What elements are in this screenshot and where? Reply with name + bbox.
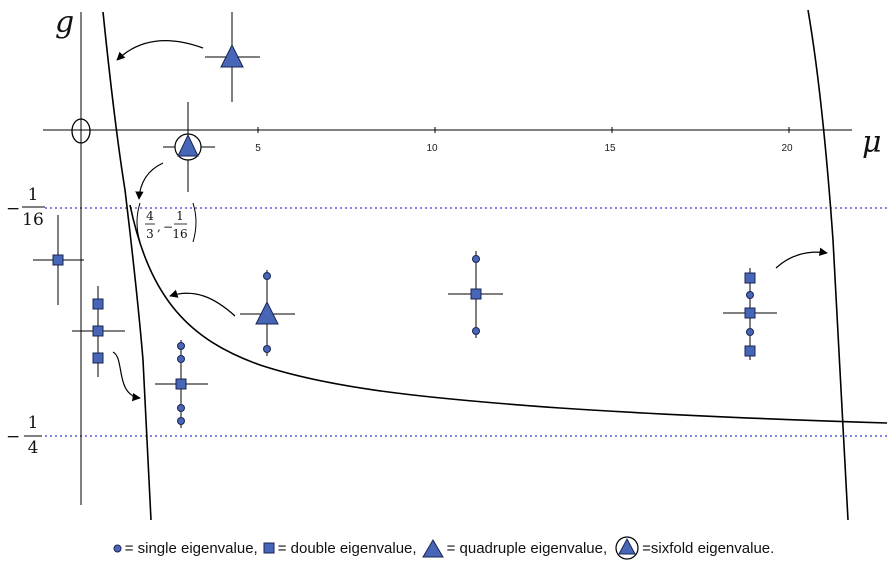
legend-item-quadruple: = quadruple eigenvalue, xyxy=(421,538,608,558)
point-label: 4 3 , − 1 16 xyxy=(136,202,197,243)
marker-group-quadruple-two-singles xyxy=(240,270,295,356)
legend-label-single: = single eigenvalue, xyxy=(124,539,258,557)
single-eigenvalue-icon xyxy=(746,291,754,299)
svg-text:4: 4 xyxy=(28,438,39,458)
legend-label-sixfold: =sixfold eigenvalue. xyxy=(642,539,775,557)
eigenvalue-diagram: 5 10 15 20 g μ − 1 16 − 1 4 4 3 , − 1 16 xyxy=(6,5,887,521)
arrow-to-point xyxy=(135,162,164,200)
y-axis-name: g xyxy=(55,5,74,40)
svg-text:16: 16 xyxy=(22,210,44,230)
svg-text:−: − xyxy=(6,199,20,219)
single-eigenvalue-icon xyxy=(472,327,480,335)
legend-item-sixfold: =sixfold eigenvalue. xyxy=(615,536,774,560)
marker-group-three-doubles xyxy=(72,286,125,377)
double-eigenvalue-icon xyxy=(92,298,104,310)
quadruple-eigenvalue-icon xyxy=(220,43,244,68)
svg-text:16: 16 xyxy=(172,227,187,241)
sixfold-eigenvalue-icon xyxy=(615,536,639,560)
legend-item-single: = single eigenvalue, xyxy=(113,540,258,557)
curve-hyperbola xyxy=(129,204,887,424)
arrow-to-left-curve-top xyxy=(116,40,204,61)
double-eigenvalue-icon xyxy=(175,378,187,390)
svg-text:−: − xyxy=(163,220,173,234)
legend: = single eigenvalue, = double eigenvalue… xyxy=(0,536,887,560)
quadruple-eigenvalue-icon xyxy=(421,539,444,558)
double-eigenvalue-icon xyxy=(744,345,756,357)
legend-label-quadruple: = quadruple eigenvalue, xyxy=(446,539,608,557)
legend-label-double: = double eigenvalue, xyxy=(277,539,417,557)
single-eigenvalue-icon xyxy=(177,404,185,412)
x-tick-label: 20 xyxy=(781,143,793,154)
single-eigenvalue-icon xyxy=(177,417,185,425)
arrow-to-left-curve-bottom xyxy=(112,351,141,402)
svg-text:1: 1 xyxy=(176,209,184,223)
single-eigenvalue-icon xyxy=(177,342,185,350)
svg-text:,: , xyxy=(157,220,161,234)
curve-right xyxy=(807,9,849,521)
arrow-to-right-curve xyxy=(775,247,828,269)
single-eigenvalue-icon xyxy=(177,355,185,363)
ref-label-minus-1-4: − 1 4 xyxy=(6,413,42,458)
marker-group-double-left xyxy=(33,215,84,305)
x-tick-label: 15 xyxy=(604,143,616,154)
single-eigenvalue-icon xyxy=(263,272,271,280)
svg-text:1: 1 xyxy=(28,185,39,205)
svg-text:4: 4 xyxy=(146,209,154,223)
single-eigenvalue-icon xyxy=(263,345,271,353)
single-eigenvalue-icon xyxy=(113,544,122,552)
marker-group-double-four-singles xyxy=(155,340,208,428)
double-eigenvalue-icon xyxy=(92,325,104,337)
single-eigenvalue-icon xyxy=(746,328,754,336)
arrow-to-hyperbola xyxy=(169,289,236,317)
x-tick-label: 10 xyxy=(426,143,438,154)
ref-label-minus-1-16: − 1 16 xyxy=(6,185,45,230)
marker-group-double-two-singles xyxy=(448,251,503,338)
x-axis-name: μ xyxy=(862,125,882,160)
curve-left xyxy=(102,11,152,521)
quadruple-eigenvalue-icon xyxy=(255,300,279,325)
double-eigenvalue-icon xyxy=(744,307,756,319)
origin-ellipse xyxy=(71,118,91,144)
svg-text:1: 1 xyxy=(28,413,39,433)
marker-group-quadruple-top xyxy=(205,12,260,102)
single-eigenvalue-icon xyxy=(472,255,480,263)
double-eigenvalue-icon xyxy=(92,352,104,364)
double-eigenvalue-icon xyxy=(744,272,756,284)
double-eigenvalue-icon xyxy=(470,288,482,300)
double-eigenvalue-icon xyxy=(263,542,275,554)
marker-group-sixfold xyxy=(163,102,215,192)
svg-text:3: 3 xyxy=(146,227,154,241)
marker-group-right-stack xyxy=(723,268,777,360)
sixfold-eigenvalue-icon xyxy=(177,133,199,157)
x-ticks: 5 10 15 20 xyxy=(255,127,793,154)
svg-text:−: − xyxy=(6,427,20,447)
legend-item-double: = double eigenvalue, xyxy=(263,540,417,557)
x-tick-label: 5 xyxy=(255,143,261,154)
double-eigenvalue-icon xyxy=(52,254,64,266)
